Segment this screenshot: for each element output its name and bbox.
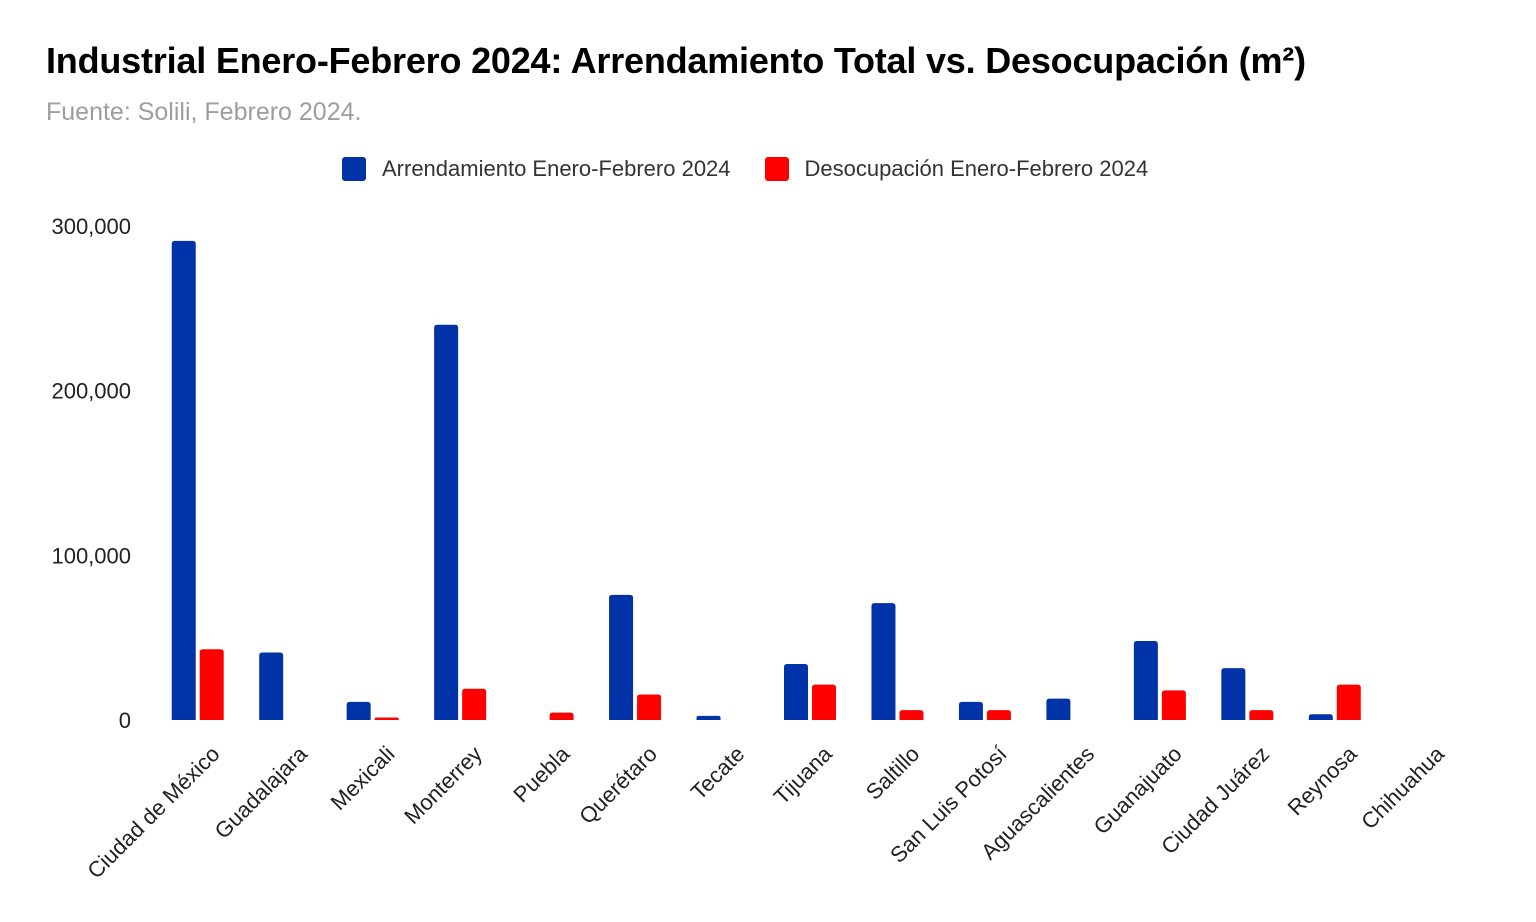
y-tick-label: 300,000	[51, 214, 131, 239]
bar-desocupacion[interactable]	[812, 684, 836, 720]
legend-item-arrendamiento[interactable]: Arrendamiento Enero-Febrero 2024	[342, 156, 731, 182]
bar-arrendamiento[interactable]	[696, 715, 721, 720]
bar-desocupacion[interactable]	[549, 712, 574, 720]
bar-desocupacion[interactable]	[374, 717, 399, 720]
x-category-label: Querétaro	[574, 741, 662, 829]
bar-desocupacion[interactable]	[1336, 684, 1361, 720]
x-category-label: Saltillo	[861, 741, 925, 805]
bar-arrendamiento[interactable]	[1046, 698, 1071, 720]
bar-arrendamiento[interactable]	[171, 240, 196, 720]
x-category-label: Tecate	[686, 741, 750, 805]
y-tick-label: 100,000	[51, 543, 131, 568]
chart-legend: Arrendamiento Enero-Febrero 2024 Desocup…	[342, 156, 1182, 182]
bar-arrendamiento[interactable]	[1221, 668, 1246, 720]
legend-item-desocupacion[interactable]: Desocupación Enero-Febrero 2024	[764, 156, 1149, 182]
bar-arrendamiento[interactable]	[434, 324, 459, 720]
bar-arrendamiento[interactable]	[259, 652, 284, 720]
bar-arrendamiento[interactable]	[871, 603, 896, 720]
legend-label-arrendamiento: Arrendamiento Enero-Febrero 2024	[382, 156, 731, 181]
bar-desocupacion[interactable]	[899, 710, 924, 720]
x-category-label: Reynosa	[1283, 741, 1363, 821]
x-category-label: Chihuahua	[1356, 741, 1449, 834]
x-category-label: Puebla	[508, 741, 575, 808]
legend-swatch-desocupacion	[764, 157, 789, 181]
bar-arrendamiento[interactable]	[784, 664, 808, 720]
bar-marks	[171, 240, 1361, 720]
bar-desocupacion[interactable]	[1161, 690, 1186, 720]
x-category-label: Mexicali	[326, 741, 400, 815]
bar-arrendamiento[interactable]	[346, 701, 371, 720]
bar-desocupacion[interactable]	[199, 649, 224, 720]
chart-subtitle: Fuente: Solili, Febrero 2024.	[46, 98, 362, 126]
bar-desocupacion[interactable]	[462, 688, 487, 720]
y-axis-tick-labels: 0 100,000 200,000 300,000	[51, 214, 131, 733]
bar-desocupacion[interactable]	[637, 694, 662, 720]
x-category-label: Ciudad de México	[82, 741, 224, 883]
x-category-label: Guadalajara	[210, 741, 313, 844]
y-tick-label: 0	[119, 708, 131, 733]
legend-swatch-arrendamiento	[342, 157, 366, 181]
y-tick-label: 200,000	[51, 379, 131, 404]
bar-desocupacion[interactable]	[986, 710, 1011, 720]
bar-arrendamiento[interactable]	[958, 701, 983, 720]
bar-arrendamiento[interactable]	[1308, 714, 1333, 720]
bar-desocupacion[interactable]	[1249, 710, 1274, 720]
x-category-label: Tijuana	[769, 741, 838, 810]
chart-title: Industrial Enero-Febrero 2024: Arrendami…	[46, 40, 1306, 81]
bar-arrendamiento[interactable]	[1133, 640, 1158, 720]
legend-label-desocupacion: Desocupación Enero-Febrero 2024	[804, 156, 1149, 181]
bar-arrendamiento[interactable]	[609, 594, 634, 720]
x-category-label: Monterrey	[399, 741, 487, 829]
